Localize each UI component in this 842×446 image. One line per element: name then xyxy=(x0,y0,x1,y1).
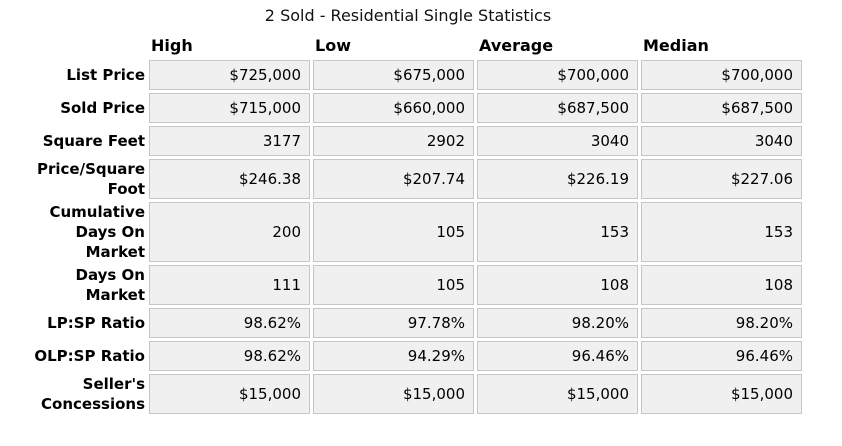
data-cell: $687,500 xyxy=(641,93,802,123)
statistics-table: High Low Average Median List Price $725,… xyxy=(0,31,805,417)
data-cell: $660,000 xyxy=(313,93,474,123)
data-cell: $15,000 xyxy=(313,374,474,414)
row-label: Sold Price xyxy=(60,99,145,117)
column-header-low: Low xyxy=(315,36,351,55)
table-row-sold-price: Sold Price $715,000 $660,000 $687,500 $6… xyxy=(3,93,802,123)
column-header-high: High xyxy=(151,36,193,55)
data-cell: $715,000 xyxy=(149,93,310,123)
row-label: Cumulative Days On Market xyxy=(49,203,145,261)
row-label: Square Feet xyxy=(42,132,145,150)
data-cell: 153 xyxy=(477,202,638,262)
row-label: Days On Market xyxy=(75,266,145,304)
data-cell: 97.78% xyxy=(313,308,474,338)
corner-cell xyxy=(3,34,146,57)
table-row-days-on-market: Days On Market 111 105 108 108 xyxy=(3,265,802,305)
row-label: Seller's Concessions xyxy=(41,375,145,413)
table-row-lp-sp-ratio: LP:SP Ratio 98.62% 97.78% 98.20% 98.20% xyxy=(3,308,802,338)
data-cell: 98.20% xyxy=(641,308,802,338)
data-cell: 153 xyxy=(641,202,802,262)
table-row-cumulative-days-on-market: Cumulative Days On Market 200 105 153 15… xyxy=(3,202,802,262)
data-cell: 2902 xyxy=(313,126,474,156)
page-title: 2 Sold - Residential Single Statistics xyxy=(264,6,552,25)
data-cell: 3177 xyxy=(149,126,310,156)
row-label: Price/Square Foot xyxy=(37,160,145,198)
table-row-olp-sp-ratio: OLP:SP Ratio 98.62% 94.29% 96.46% 96.46% xyxy=(3,341,802,371)
data-cell: 200 xyxy=(149,202,310,262)
data-cell: $687,500 xyxy=(477,93,638,123)
data-cell: 105 xyxy=(313,265,474,305)
data-cell: $15,000 xyxy=(149,374,310,414)
data-cell: $725,000 xyxy=(149,60,310,90)
data-cell: 108 xyxy=(477,265,638,305)
data-cell: 3040 xyxy=(641,126,802,156)
row-label: OLP:SP Ratio xyxy=(34,347,145,365)
table-row-list-price: List Price $725,000 $675,000 $700,000 $7… xyxy=(3,60,802,90)
row-label: LP:SP Ratio xyxy=(47,314,145,332)
data-cell: 105 xyxy=(313,202,474,262)
data-cell: 111 xyxy=(149,265,310,305)
table-row-sellers-concessions: Seller's Concessions $15,000 $15,000 $15… xyxy=(3,374,802,414)
data-cell: 98.20% xyxy=(477,308,638,338)
data-cell: $700,000 xyxy=(641,60,802,90)
row-label: List Price xyxy=(66,66,145,84)
table-row-square-feet: Square Feet 3177 2902 3040 3040 xyxy=(3,126,802,156)
table-row-price-per-square-foot: Price/Square Foot $246.38 $207.74 $226.1… xyxy=(3,159,802,199)
data-cell: 3040 xyxy=(477,126,638,156)
data-cell: 94.29% xyxy=(313,341,474,371)
data-cell: $226.19 xyxy=(477,159,638,199)
data-cell: $700,000 xyxy=(477,60,638,90)
data-cell: $15,000 xyxy=(641,374,802,414)
data-cell: $227.06 xyxy=(641,159,802,199)
column-header-median: Median xyxy=(643,36,709,55)
column-header-average: Average xyxy=(479,36,554,55)
data-cell: $246.38 xyxy=(149,159,310,199)
data-cell: 98.62% xyxy=(149,341,310,371)
data-cell: $15,000 xyxy=(477,374,638,414)
data-cell: $207.74 xyxy=(313,159,474,199)
header-row: High Low Average Median xyxy=(3,34,802,57)
data-cell: 96.46% xyxy=(477,341,638,371)
data-cell: $675,000 xyxy=(313,60,474,90)
data-cell: 108 xyxy=(641,265,802,305)
data-cell: 98.62% xyxy=(149,308,310,338)
data-cell: 96.46% xyxy=(641,341,802,371)
